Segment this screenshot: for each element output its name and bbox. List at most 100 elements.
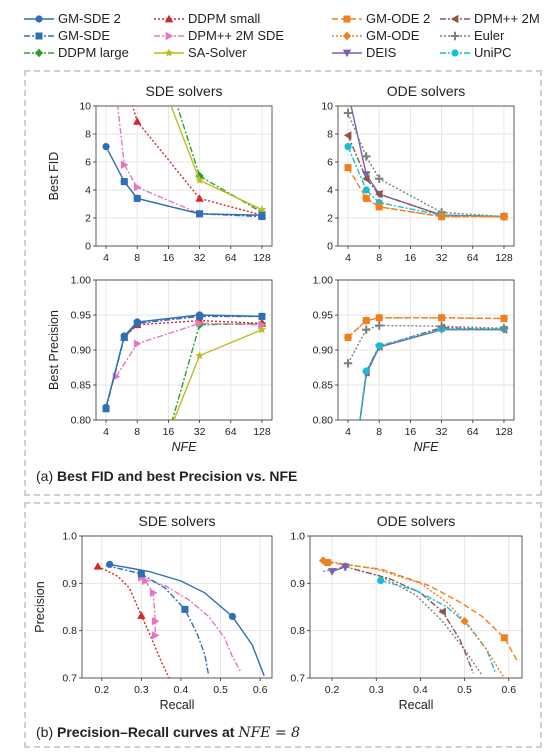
- point-euler-marker: [362, 152, 371, 161]
- point-gm-ode-2-marker: [362, 317, 370, 325]
- series-line-unipc-extension: [359, 370, 367, 420]
- legend-swatch: [24, 15, 54, 23]
- x-tick-label: 32: [194, 426, 206, 438]
- legend-swatch: [154, 31, 184, 41]
- point-euler-marker: [375, 174, 384, 183]
- chart-title: ODE solvers: [387, 83, 466, 99]
- point-gm-sde-2-marker: [228, 612, 237, 621]
- point-gm-sde-2-marker: [195, 311, 204, 319]
- x-tick-label: 32: [436, 252, 448, 264]
- series-line-dpm-2m-sde: [144, 580, 156, 636]
- x-tick-label: 0.3: [369, 684, 384, 696]
- series-line-sa-solver-extension: [173, 355, 201, 420]
- y-tick-label: 8: [85, 129, 91, 141]
- point-unipc-marker: [344, 143, 352, 151]
- y-tick-label: 0.85: [313, 380, 334, 392]
- caption-b-prefix: (b): [36, 724, 57, 740]
- chart-title: SDE solvers: [145, 83, 222, 99]
- point-gm-ode-2-marker: [362, 194, 370, 202]
- legend-label: GM-ODE 2: [366, 11, 431, 26]
- point-gm-sde-2-marker: [102, 403, 110, 411]
- series-line-deis: [365, 174, 505, 218]
- point-gm-sde-2-marker: [120, 332, 128, 340]
- x-tick-label: 0.5: [213, 684, 228, 696]
- point-dpm-2m-marker: [362, 174, 370, 183]
- point-gm-ode-2-marker: [500, 213, 508, 221]
- y-tick-label: 6: [327, 157, 333, 169]
- x-tick-label: 64: [467, 426, 479, 438]
- legend-label: GM-ODE: [366, 28, 420, 43]
- legend-swatch: [332, 49, 362, 58]
- point-gm-ode-2-marker: [344, 164, 352, 172]
- point-gm-ode-2-marker: [500, 315, 508, 322]
- series-line-ddpm-small: [136, 120, 263, 216]
- y-tick-label: 1.0: [290, 531, 305, 543]
- x-tick-label: 16: [405, 426, 417, 438]
- panel-a-box: [24, 70, 542, 496]
- point-euler-marker: [343, 359, 353, 368]
- legend-swatch: [440, 49, 470, 57]
- x-tick-label: 4: [103, 252, 109, 264]
- point-sa-solver-marker: [195, 351, 204, 360]
- legend-swatch: [24, 48, 54, 58]
- series-group: [343, 106, 509, 221]
- series-line-gm-ode-2: [347, 167, 504, 218]
- x-tick-label: 0.3: [134, 684, 149, 696]
- legend-marker: [165, 31, 174, 41]
- point-unipc-marker: [362, 367, 370, 375]
- y-axis-label: Best FID: [47, 152, 61, 201]
- series-line-gm-ode-2: [327, 561, 519, 662]
- series-line-dpm-2m-sde: [141, 577, 241, 672]
- point-deis-marker: [327, 568, 337, 576]
- y-tick-label: 0.7: [62, 673, 77, 685]
- chart-title: SDE solvers: [138, 513, 215, 529]
- series-group: [319, 556, 519, 678]
- x-axis-label: NFE: [414, 440, 440, 454]
- y-tick-label: 10: [79, 101, 91, 113]
- y-tick-label: 4: [327, 185, 333, 197]
- point-gm-sde-marker: [181, 605, 189, 613]
- x-tick-label: 32: [436, 426, 448, 438]
- y-tick-label: 0.95: [71, 310, 92, 322]
- point-sa-solver-marker: [257, 325, 267, 334]
- axes-frame: [309, 535, 523, 679]
- series-line-dpm-2m-sde-extension: [116, 106, 125, 165]
- axes-frame: [95, 105, 273, 247]
- y-tick-label: 0.95: [313, 310, 334, 322]
- series-line-euler: [347, 324, 505, 364]
- x-tick-label: 8: [376, 426, 382, 438]
- chart-ode-pr: 0.7 0.8 0.9 1.0 0.2 0.3 0.4 0.5 0.6 ODE solvers Re…: [290, 513, 523, 712]
- series-line-ddpm-large-extension: [171, 324, 201, 420]
- series-line-unipc: [380, 579, 497, 674]
- legend-label: SA-Solver: [188, 45, 247, 60]
- series-line-sa-solver: [199, 329, 263, 357]
- x-tick-label: 32: [194, 252, 206, 264]
- y-tick-label: 0.85: [71, 380, 92, 392]
- y-tick-label: 0.9: [62, 578, 77, 590]
- point-unipc-marker: [362, 186, 370, 194]
- point-gm-sde-2-marker: [120, 178, 128, 186]
- legend-marker: [164, 48, 174, 57]
- legend-marker: [450, 31, 460, 41]
- x-tick-label: 16: [405, 252, 417, 264]
- point-dpm-2m-sde-marker: [258, 320, 267, 329]
- point-ddpm-small-marker: [195, 194, 204, 202]
- chart-title: ODE solvers: [377, 513, 456, 529]
- legend-label: Euler: [474, 28, 505, 43]
- point-dpm-2m-sde-marker: [149, 588, 158, 597]
- point-unipc-marker: [377, 576, 385, 585]
- point-sa-solver-marker: [257, 205, 267, 214]
- x-tick-label: 64: [225, 252, 237, 264]
- legend-label: DPM++ 2M: [474, 11, 540, 26]
- legend-label: DPM++ 2M SDE: [188, 28, 285, 43]
- caption-b-math: NFE = 8: [238, 725, 301, 741]
- series-line-dpm-2m: [354, 568, 475, 674]
- x-tick-label: 0.2: [325, 684, 340, 696]
- caption-b-title: Precision–Recall curves at: [57, 724, 239, 740]
- point-gm-sde-2-marker: [102, 143, 110, 151]
- point-gm-ode-2-marker: [375, 314, 383, 322]
- point-dpm-2m-sde-marker: [151, 631, 160, 640]
- legend-marker: [451, 49, 459, 57]
- series-group: [102, 106, 267, 221]
